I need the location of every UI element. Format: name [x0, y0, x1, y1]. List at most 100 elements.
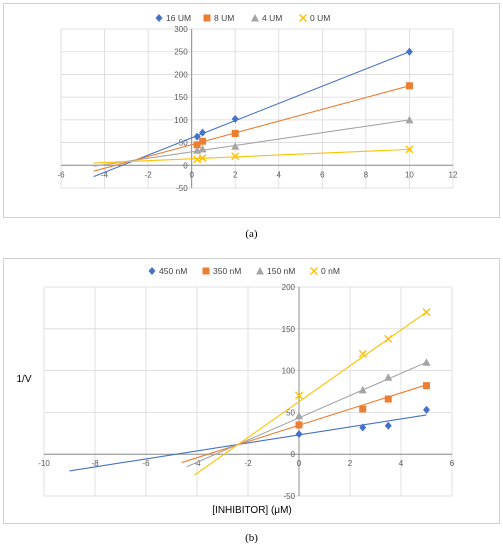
chart-b-x-tick-label: -2 — [244, 459, 252, 468]
chart-b-legend-marker — [202, 267, 210, 275]
chart-b-series-2 — [186, 358, 431, 468]
chart-a-legend: 16 UM 8 UM 4 UM 0 UM — [155, 13, 330, 23]
chart-a-series-3-point — [405, 145, 414, 154]
chart-a-y-tick-label: 200 — [174, 70, 188, 79]
chart-b-series-0-point — [423, 405, 430, 414]
chart-b-series-0-trendline — [69, 414, 427, 472]
chart-b-y-tick-label: 100 — [282, 367, 296, 376]
chart-b-series-1-point — [295, 421, 303, 429]
chart-a-y-tick-label: 250 — [174, 48, 188, 57]
chart-b-series-3-point — [384, 334, 393, 343]
chart-a-x-tick-label: -4 — [101, 170, 109, 179]
chart-a-legend-label: 4 UM — [262, 13, 282, 23]
chart-b-series-3-trendline — [194, 311, 427, 476]
chart-a-x-tick-label: 4 — [277, 170, 282, 179]
chart-a-y-tick-label: 300 — [174, 25, 188, 34]
chart-a-series-0-point — [231, 114, 239, 123]
chart-a-series-1-trendline — [93, 85, 410, 172]
chart-a-legend-label: 16 UM — [166, 13, 191, 23]
chart-a-series-2-point — [231, 142, 240, 150]
chart-a-series-1-point — [405, 82, 413, 90]
chart-a-x-tick-label: 2 — [233, 170, 238, 179]
chart-b-series-1-point — [423, 382, 430, 390]
chart-a-legend-marker — [203, 14, 211, 22]
chart-b-x-axis-title: [INHIBITOR] (μM) — [212, 505, 291, 516]
chart-b-legend-marker — [148, 267, 156, 275]
chart-b-series-3-point — [422, 308, 431, 317]
chart-a-legend-marker — [155, 14, 163, 22]
chart-b-series-0-point — [295, 430, 303, 439]
chart-b-legend-marker — [310, 267, 318, 275]
chart-b-y-axis-title: 1/V — [16, 374, 31, 385]
chart-b-x-tick-label: -4 — [193, 459, 201, 468]
chart-a-series-3-point — [231, 152, 240, 161]
chart-b-y-tick-label: 0 — [291, 450, 296, 459]
chart-a-legend-label: 0 UM — [310, 13, 330, 23]
chart-b-series-0-point — [359, 423, 367, 432]
chart-b-legend-label: 450 nM — [159, 266, 187, 276]
chart-a-series-2-trendline — [93, 119, 410, 167]
chart-b-panel: -10 -8 -6 -4 -2 0 2 4 6 -50 0 50 100 150 200 450 nM 350 … — [3, 258, 500, 524]
chart-b-series-1 — [181, 382, 430, 464]
chart-a-series-3 — [93, 145, 414, 164]
chart-b-series-3-point — [358, 349, 367, 358]
chart-a-x-tick-label: 10 — [405, 170, 414, 179]
caption-a: (a) — [245, 228, 258, 240]
chart-b: -10 -8 -6 -4 -2 0 2 4 6 -50 0 50 100 150 200 450 nM 350 … — [16, 266, 455, 516]
chart-b-series-2-point — [422, 358, 431, 366]
chart-b-legend: 450 nM 350 nM 150 nM 0 nM — [148, 266, 340, 276]
chart-a-y-tick-label: 150 — [174, 93, 188, 102]
chart-b-series-3 — [194, 308, 431, 476]
chart-a-legend-label: 8 UM — [214, 13, 234, 23]
chart-a-x-tick-label: -6 — [57, 170, 65, 179]
chart-a-series-0-point — [405, 47, 413, 56]
caption-b: (b) — [245, 532, 258, 544]
chart-b-y-tick-label: 150 — [282, 325, 296, 334]
chart-a-x-tick-label: 6 — [320, 170, 325, 179]
chart-a-series-0 — [93, 47, 413, 178]
chart-a-series-3-trendline — [93, 148, 410, 164]
chart-a-series-0-point — [199, 128, 207, 137]
chart-a-series-2 — [93, 115, 414, 167]
chart-a-series-3-point — [198, 154, 207, 163]
chart-b-x-tick-label: 4 — [399, 459, 404, 468]
chart-a-y-tick-label: -50 — [176, 184, 188, 193]
chart-b-series-2-point — [358, 385, 367, 394]
chart-b-x-tick-label: 0 — [297, 459, 302, 468]
chart-a-y-tick-label: 50 — [179, 139, 188, 148]
chart-b-series-2-point — [295, 411, 303, 420]
chart-a-series-1-point — [199, 137, 207, 145]
chart-a-series-2-point — [198, 144, 207, 153]
chart-a-x-tick-label: 12 — [449, 170, 458, 179]
chart-a-series-2-point — [405, 115, 414, 124]
chart-b-legend-marker — [256, 267, 264, 275]
chart-a-series-0-point — [193, 132, 201, 141]
chart-b-y-tick-label: 200 — [282, 283, 296, 292]
chart-a-y-tick-label: 100 — [174, 116, 188, 125]
chart-b-x-tick-label: 2 — [348, 459, 353, 468]
chart-a-series-0-trendline — [93, 51, 410, 178]
chart-b-series-3-point — [295, 391, 303, 400]
chart-a-x-tick-label: 8 — [364, 170, 369, 179]
chart-a-y-tick-label: 0 — [183, 161, 188, 170]
chart-a-legend-marker — [251, 14, 259, 22]
chart-b-x-tick-label: -10 — [38, 459, 50, 468]
chart-a-series-1-point — [231, 129, 239, 137]
chart-b-series-0 — [69, 405, 430, 472]
chart-a-panel: -6 -4 -2 0 2 4 6 8 10 12 -50 0 50 100 150 200 250 300 16 U… — [3, 3, 500, 218]
chart-b-series-2-point — [384, 373, 393, 381]
chart-b-series-0-point — [384, 421, 392, 430]
chart-a-legend-marker — [299, 14, 307, 22]
chart-b-y-tick-label: 50 — [286, 408, 295, 417]
chart-b-series-1-point — [359, 405, 367, 413]
chart-b-x-tick-label: -8 — [91, 459, 99, 468]
chart-a-x-tick-label: -2 — [145, 170, 153, 179]
chart-b-legend-label: 0 nM — [321, 266, 340, 276]
chart-b-y-tick-label: -50 — [283, 492, 295, 501]
chart-a-series-1-point — [193, 141, 201, 149]
chart-b-legend-label: 350 nM — [213, 266, 241, 276]
chart-b-series-1-point — [384, 395, 392, 403]
chart-b-x-tick-label: -6 — [142, 459, 150, 468]
chart-b-x-tick-label: 6 — [450, 459, 455, 468]
